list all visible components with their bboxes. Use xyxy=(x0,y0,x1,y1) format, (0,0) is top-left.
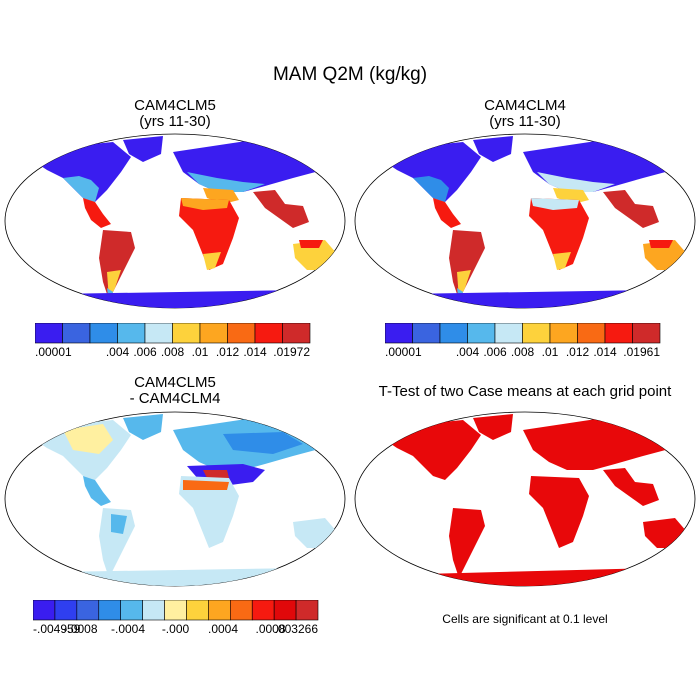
colorbar-label: .00001 xyxy=(385,345,422,359)
colorbar-swatch xyxy=(494,323,523,344)
map-bottom-left xyxy=(4,411,346,587)
colorbar-swatch xyxy=(230,600,253,621)
colorbar-swatch xyxy=(164,600,187,621)
colorbar-swatch xyxy=(604,323,633,344)
colorbar-swatch xyxy=(251,600,275,621)
colorbar-swatch xyxy=(577,323,606,344)
map-top-left xyxy=(4,133,346,309)
panel-title-bottom-right: T-Test of two Case means at each grid po… xyxy=(352,384,698,400)
panel-title-top-left: CAM4CLM5 (yrs 11-30) xyxy=(40,98,310,130)
colorbar-label: .006 xyxy=(133,345,157,359)
colorbar-label: .01961 xyxy=(623,345,660,359)
colorbar-label: .00001 xyxy=(35,345,72,359)
colorbar-label: .008 xyxy=(161,345,185,359)
colorbar-label: .008 xyxy=(511,345,535,359)
colorbar-swatch xyxy=(295,600,319,621)
panel-title-top-right: CAM4CLM4 (yrs 11-30) xyxy=(390,98,660,130)
colorbar-swatch xyxy=(412,323,441,344)
map-bottom-right xyxy=(354,411,696,587)
colorbar-label: .012 xyxy=(566,345,590,359)
colorbar-swatch xyxy=(144,323,173,344)
panel-title-line1: T-Test of two Case means at each grid po… xyxy=(378,383,672,400)
colorbar-swatch xyxy=(35,323,63,344)
colorbar-swatch xyxy=(142,600,165,621)
colorbar-swatch xyxy=(208,600,231,621)
figure-title: MAM Q2M (kg/kg) xyxy=(272,64,428,85)
panel-title-line1: CAM4CLM5 xyxy=(134,97,216,114)
colorbar-swatch xyxy=(62,323,91,344)
colorbar-label: .014 xyxy=(593,345,617,359)
colorbar-swatch xyxy=(282,323,311,344)
colorbar-swatch xyxy=(76,600,100,621)
colorbar-swatch xyxy=(439,323,468,344)
colorbar-swatch xyxy=(117,323,146,344)
map-top-right xyxy=(354,133,696,309)
colorbar-swatch xyxy=(385,323,413,344)
colorbar-swatch xyxy=(54,600,78,621)
colorbar-label: .014 xyxy=(243,345,267,359)
colorbar-label: -.0004 xyxy=(111,622,145,636)
colorbar-swatch xyxy=(227,323,256,344)
colorbar-swatch xyxy=(98,600,121,621)
colorbar-label: .0004 xyxy=(208,622,238,636)
colorbar-swatch xyxy=(254,323,283,344)
colorbar-label: .01 xyxy=(192,345,209,359)
colorbar-swatch xyxy=(33,600,56,621)
colorbar-label: .006 xyxy=(483,345,507,359)
colorbar-swatch xyxy=(632,323,661,344)
colorbar-swatch xyxy=(467,323,496,344)
colorbar-swatch xyxy=(172,323,201,344)
colorbar-swatch xyxy=(89,323,118,344)
significance-note: Cells are significant at 0.1 level xyxy=(442,612,608,626)
colorbar-swatch xyxy=(549,323,578,344)
panel-title-line2: (yrs 11-30) xyxy=(139,113,211,130)
panel-title-line1: CAM4CLM4 xyxy=(484,97,566,114)
panel-title-bottom-left: CAM4CLM5 - CAM4CLM4 xyxy=(40,375,310,407)
colorbar-label: -.004959 xyxy=(33,622,81,636)
colorbar-swatch xyxy=(522,323,551,344)
colorbar-label: .012 xyxy=(216,345,240,359)
colorbar-label: .01 xyxy=(542,345,559,359)
colorbar-label: -.0008 xyxy=(63,622,97,636)
colorbar-label: .003266 xyxy=(275,622,319,636)
colorbar-label: -.000 xyxy=(162,622,190,636)
colorbar-swatch xyxy=(199,323,228,344)
colorbar-label: .004 xyxy=(456,345,480,359)
colorbar-label: .004 xyxy=(106,345,130,359)
colorbar-swatch xyxy=(186,600,209,621)
colorbar-swatch xyxy=(273,600,297,621)
colorbar-top-left: .00001 .004.006 .008 .01 .012.014 .01972 xyxy=(35,323,311,359)
panel-title-line1: CAM4CLM5 xyxy=(134,374,216,391)
colorbar-swatch xyxy=(120,600,143,621)
colorbar-top-right: .00001 .004.006 .008 .01 .012.014 .01961 xyxy=(385,323,661,359)
colorbar-label: .0008 xyxy=(255,622,285,636)
colorbar-bottom-left: -.004959-.0008 -.0004 -.000 .0004 .0008.0032… xyxy=(33,600,319,636)
panel-title-line2: - CAM4CLM4 xyxy=(129,390,221,407)
panel-title-line2: (yrs 11-30) xyxy=(489,113,561,130)
colorbar-label: .01972 xyxy=(273,345,310,359)
